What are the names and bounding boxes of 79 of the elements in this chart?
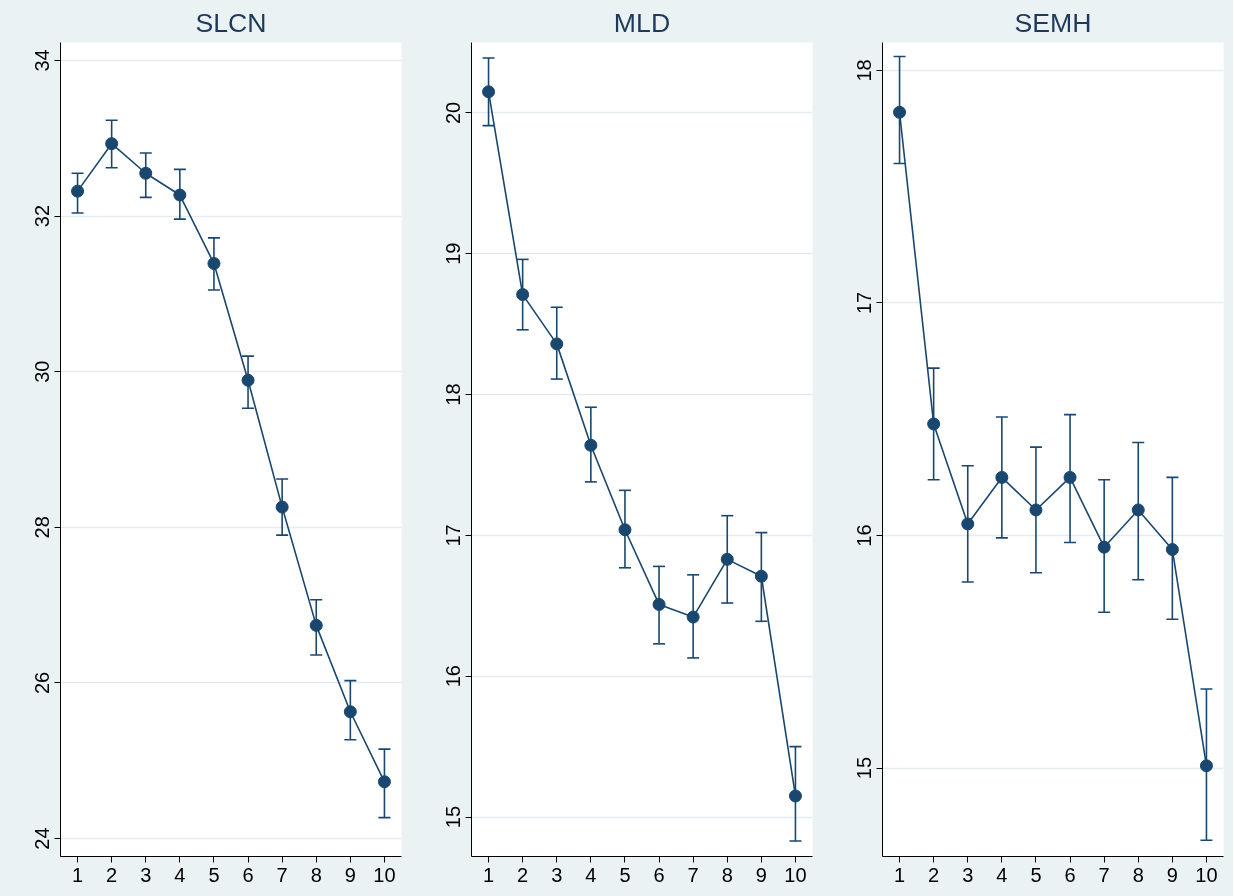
x-tick-label: 5 (619, 863, 631, 886)
x-tick-label: 4 (174, 863, 186, 886)
point (309, 618, 323, 632)
y-tick-label: 30 (31, 360, 54, 383)
point (720, 552, 734, 566)
point (893, 105, 907, 119)
x-tick-label: 1 (893, 863, 906, 886)
point (71, 184, 85, 198)
x-tick-label: 3 (962, 863, 974, 886)
chart-title: SEMH (1014, 7, 1092, 38)
x-tick-label: 7 (276, 863, 288, 886)
point (241, 373, 255, 387)
x-tick-label: 9 (344, 863, 356, 886)
y-tick-label: 17 (853, 291, 876, 315)
point (754, 569, 768, 583)
point (584, 438, 598, 452)
x-tick-label: 6 (242, 863, 254, 886)
y-tick-label: 24 (31, 827, 54, 850)
x-tick-label: 5 (208, 863, 220, 886)
point (995, 470, 1009, 484)
x-tick-label: 9 (1166, 863, 1178, 886)
point (482, 85, 496, 99)
point (927, 417, 941, 431)
x-tick-label: 5 (1030, 863, 1042, 886)
x-tick-label: 2 (928, 863, 940, 886)
chart-title: SLCN (195, 7, 267, 38)
x-tick-label: 8 (310, 863, 322, 886)
point (343, 705, 357, 719)
point (1131, 503, 1145, 517)
y-tick-label: 34 (31, 49, 54, 72)
y-tick-label: 17 (442, 524, 465, 547)
x-tick-label: 2 (106, 863, 118, 886)
y-tick-label: 20 (442, 101, 465, 125)
y-tick-label: 16 (853, 524, 876, 547)
x-tick-label: 8 (721, 863, 733, 886)
point (686, 610, 700, 624)
point (961, 517, 975, 531)
y-tick-label: 18 (442, 383, 465, 406)
point (173, 188, 187, 202)
point (652, 597, 666, 611)
x-tick-label: 7 (1098, 863, 1110, 886)
point (788, 789, 802, 803)
point (1029, 503, 1043, 517)
point (275, 500, 289, 514)
y-tick-label: 15 (853, 757, 876, 780)
y-tick-label: 26 (31, 671, 54, 695)
x-tick-label: 10 (784, 863, 807, 886)
y-tick-label: 19 (442, 242, 465, 265)
y-tick-label: 32 (31, 204, 54, 228)
x-tick-label: 8 (1132, 863, 1144, 886)
point (207, 257, 221, 270)
x-tick-label: 2 (517, 863, 529, 886)
x-tick-label: 10 (1195, 863, 1218, 886)
x-tick-label: 4 (996, 863, 1008, 886)
y-tick-label: 18 (853, 59, 876, 82)
x-tick-label: 1 (482, 863, 495, 886)
point (1063, 470, 1077, 484)
point (1165, 543, 1179, 556)
point (139, 166, 153, 180)
x-tick-label: 1 (71, 863, 84, 886)
x-tick-label: 4 (585, 863, 597, 886)
y-tick-label: 28 (31, 516, 54, 539)
point (1097, 540, 1111, 554)
x-tick-label: 3 (551, 863, 563, 886)
point (377, 775, 391, 789)
x-tick-label: 6 (653, 863, 665, 886)
x-tick-label: 10 (373, 863, 396, 886)
x-tick-label: 9 (755, 863, 767, 886)
point (618, 523, 632, 537)
x-tick-label: 7 (687, 863, 699, 886)
point (516, 288, 530, 302)
point (105, 137, 119, 151)
chart-title: MLD (613, 7, 671, 38)
point (1199, 759, 1213, 773)
y-tick-label: 15 (442, 805, 465, 829)
x-tick-label: 6 (1064, 863, 1076, 886)
point (550, 337, 564, 351)
x-tick-label: 3 (140, 863, 152, 886)
y-tick-label: 16 (442, 665, 465, 688)
